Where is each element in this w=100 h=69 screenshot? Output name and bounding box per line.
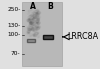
Circle shape (28, 26, 31, 29)
Circle shape (35, 23, 38, 25)
Circle shape (30, 22, 33, 24)
Circle shape (30, 9, 32, 10)
Circle shape (33, 29, 36, 31)
Circle shape (29, 18, 32, 20)
Circle shape (34, 22, 36, 23)
Circle shape (38, 24, 39, 25)
Circle shape (31, 29, 33, 30)
Circle shape (29, 24, 32, 26)
Circle shape (30, 14, 33, 16)
Text: 100-: 100- (7, 32, 20, 37)
Circle shape (36, 15, 38, 17)
Circle shape (37, 33, 38, 34)
Circle shape (29, 32, 30, 33)
Circle shape (29, 27, 32, 29)
Circle shape (37, 18, 40, 19)
Circle shape (33, 18, 34, 19)
Circle shape (36, 12, 40, 14)
Circle shape (33, 34, 37, 36)
Circle shape (27, 19, 30, 22)
Circle shape (30, 22, 34, 24)
Circle shape (30, 19, 31, 20)
Circle shape (30, 22, 34, 24)
Circle shape (34, 10, 38, 13)
Circle shape (36, 20, 39, 22)
Circle shape (30, 23, 32, 24)
FancyBboxPatch shape (26, 39, 35, 42)
Circle shape (38, 16, 39, 17)
Circle shape (28, 20, 31, 22)
Circle shape (27, 33, 30, 35)
Text: A: A (30, 2, 36, 11)
Circle shape (37, 22, 40, 24)
Circle shape (33, 34, 35, 35)
Circle shape (27, 30, 30, 32)
Circle shape (29, 29, 31, 31)
Text: LRRC8A: LRRC8A (68, 32, 99, 41)
Circle shape (33, 16, 37, 19)
Text: B: B (47, 2, 53, 11)
Circle shape (37, 16, 40, 18)
Circle shape (32, 25, 36, 28)
Text: 130-: 130- (7, 23, 20, 28)
Circle shape (29, 21, 32, 23)
Circle shape (29, 24, 32, 27)
Circle shape (33, 12, 37, 15)
Circle shape (29, 19, 30, 20)
Circle shape (36, 18, 37, 19)
Circle shape (33, 18, 36, 21)
Circle shape (28, 29, 31, 31)
Circle shape (30, 22, 32, 23)
Circle shape (36, 14, 40, 16)
Circle shape (28, 28, 30, 30)
Circle shape (37, 22, 38, 23)
Circle shape (33, 17, 36, 19)
Circle shape (35, 25, 39, 28)
Text: 70-: 70- (11, 51, 20, 56)
Circle shape (35, 21, 36, 22)
Circle shape (33, 31, 34, 32)
Circle shape (35, 32, 36, 33)
Circle shape (30, 22, 31, 23)
Circle shape (33, 15, 36, 17)
Circle shape (36, 27, 38, 28)
Circle shape (37, 26, 40, 28)
Text: 250-: 250- (7, 7, 20, 12)
Circle shape (35, 32, 38, 35)
Circle shape (29, 22, 33, 25)
Circle shape (27, 32, 29, 33)
Circle shape (31, 19, 33, 20)
Circle shape (30, 36, 31, 37)
Circle shape (31, 16, 32, 17)
FancyBboxPatch shape (42, 34, 52, 39)
Circle shape (36, 27, 40, 30)
Circle shape (31, 28, 35, 31)
Circle shape (27, 28, 29, 29)
Text: ProBio Inc.: ProBio Inc. (27, 14, 38, 33)
Circle shape (35, 13, 38, 15)
Circle shape (32, 19, 34, 20)
Circle shape (36, 22, 38, 24)
Circle shape (37, 27, 38, 28)
Circle shape (31, 28, 34, 31)
Circle shape (32, 15, 36, 18)
Circle shape (36, 13, 38, 14)
Circle shape (31, 20, 33, 22)
Circle shape (33, 20, 35, 21)
Circle shape (37, 19, 40, 21)
Circle shape (37, 22, 38, 23)
Circle shape (36, 12, 38, 14)
Circle shape (36, 9, 39, 12)
Circle shape (34, 35, 35, 36)
Circle shape (36, 28, 37, 29)
FancyBboxPatch shape (22, 2, 62, 66)
Circle shape (28, 19, 30, 20)
Circle shape (36, 13, 39, 15)
Circle shape (32, 27, 33, 28)
Circle shape (37, 12, 41, 14)
Circle shape (28, 17, 29, 18)
Circle shape (31, 28, 34, 30)
Circle shape (29, 17, 33, 20)
Circle shape (37, 19, 39, 20)
